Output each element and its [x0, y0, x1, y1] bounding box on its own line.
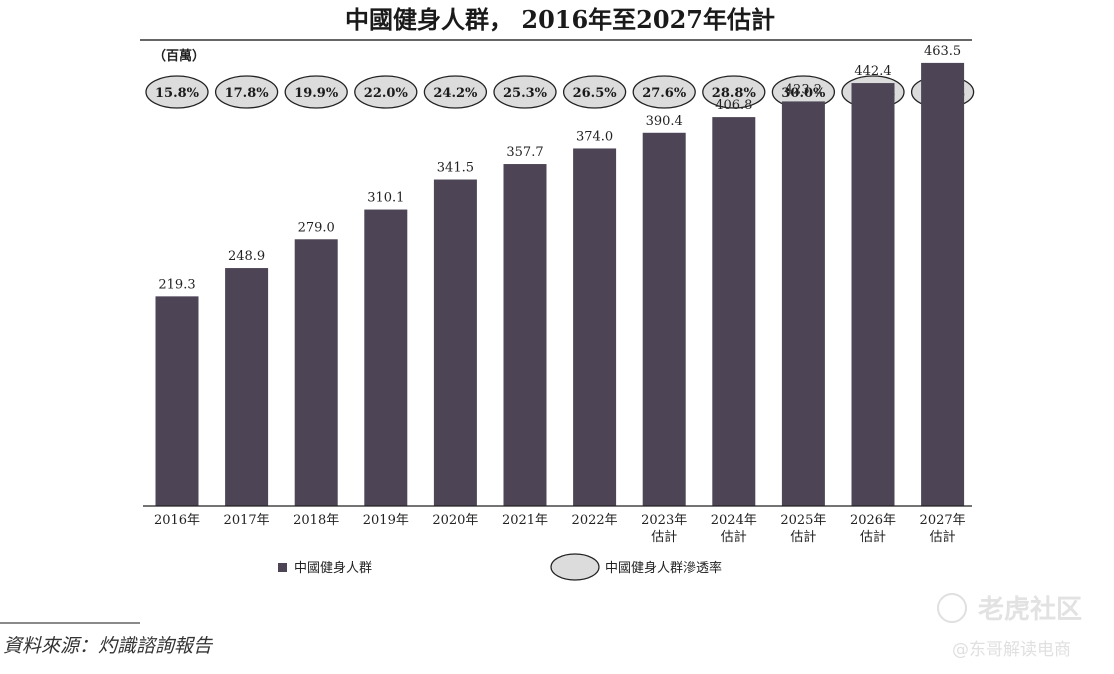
- x-tick-label: 2018年: [293, 513, 339, 528]
- legend-bar-swatch: [278, 563, 287, 572]
- penetration-rate-label: 22.0%: [364, 86, 409, 101]
- watermark-brand: 老虎社区: [978, 594, 1082, 625]
- penetration-rate-label: 15.8%: [155, 86, 200, 101]
- penetration-ellipse: [354, 75, 418, 109]
- bar: [433, 179, 477, 506]
- legend: 中國健身人群 中國健身人群滲透率: [278, 553, 722, 581]
- bar: [294, 239, 338, 506]
- x-tick-label: 估計: [860, 529, 886, 545]
- bar: [364, 209, 408, 506]
- x-tick-label: 估計: [651, 529, 677, 545]
- chart-title: 中國健身人群， 2016年至2027年估計: [345, 5, 775, 34]
- x-tick-label: 估計: [721, 529, 747, 545]
- x-tick-label: 2016年: [154, 513, 200, 528]
- x-tick-label: 2021年: [502, 513, 548, 528]
- x-tick-label: 2020年: [432, 513, 478, 528]
- bar: [642, 132, 686, 507]
- bar-value-label: 357.7: [506, 145, 543, 160]
- x-tick-label: 2017年: [224, 513, 270, 528]
- penetration-rate-label: 30.0%: [781, 86, 826, 101]
- bar-value-label: 423.2: [785, 82, 822, 97]
- legend-ellipse-swatch: [550, 553, 600, 581]
- unit-label: （百萬）: [153, 48, 205, 64]
- penetration-rate-label: 26.5%: [573, 86, 618, 101]
- penetration-ellipse: [145, 75, 209, 109]
- x-tick-label: 2019年: [363, 513, 409, 528]
- tiger-logo-icon: [937, 593, 967, 623]
- legend-ellipse-label: 中國健身人群滲透率: [605, 560, 722, 576]
- bar-value-label: 219.3: [158, 277, 195, 292]
- penetration-ellipse: [493, 75, 557, 109]
- bar-value-label: 310.1: [367, 191, 404, 206]
- bar-value-label: 442.4: [854, 64, 891, 79]
- source-note: 資料來源：灼識諮詢報告: [3, 635, 214, 657]
- bar-value-label: 279.0: [298, 220, 335, 235]
- legend-bar-label: 中國健身人群: [294, 560, 372, 576]
- x-tick-label: 估計: [790, 529, 816, 545]
- bar-value-label: 374.0: [576, 129, 613, 144]
- bar: [155, 296, 199, 506]
- bar-value-label: 390.4: [646, 114, 683, 129]
- bar: [712, 117, 756, 507]
- bar-value-labels: 219.3 248.9 279.0 310.1 341.5 357.7 374.0 390.4…: [158, 44, 961, 292]
- penetration-rate-row: 15.8% 17.8% 19.9% 22.0% 24.2% 25.3% 26.5% 27.6%…: [145, 75, 975, 109]
- penetration-ellipse: [562, 75, 627, 109]
- penetration-ellipse: [632, 75, 696, 109]
- bar-value-label: 406.8: [715, 98, 752, 113]
- penetration-ellipse: [284, 75, 348, 109]
- bar: [921, 62, 965, 506]
- x-tick-label: 2026年: [850, 513, 896, 528]
- bar-value-label: 463.5: [924, 44, 961, 59]
- bar: [503, 164, 547, 506]
- bar: [573, 148, 617, 506]
- penetration-rate-label: 28.8%: [712, 86, 757, 101]
- penetration-rate-label: 27.6%: [642, 86, 687, 101]
- penetration-rate-label: 19.9%: [294, 86, 339, 101]
- watermark: 老虎社区 @东哥解读电商: [937, 593, 1082, 660]
- x-tick-label: 估計: [930, 529, 956, 545]
- bar: [851, 83, 895, 506]
- penetration-ellipse: [214, 75, 279, 109]
- penetration-rate-label: 25.3%: [503, 86, 548, 101]
- bar-value-label: 248.9: [228, 249, 265, 264]
- x-tick-label: 2023年: [641, 513, 687, 528]
- penetration-ellipse: [702, 75, 766, 109]
- x-tick-label: 2025年: [780, 513, 826, 528]
- penetration-rate-label: 17.8%: [225, 86, 270, 101]
- bar: [781, 101, 825, 506]
- bar: [225, 268, 269, 506]
- watermark-handle: @东哥解读电商: [952, 640, 1071, 660]
- x-axis-tick-labels: 2016年 2017年 2018年 2019年 2020年 2021年 2022年 2023年…: [154, 513, 966, 545]
- x-tick-label: 2024年: [711, 513, 757, 528]
- penetration-ellipse: [423, 75, 488, 109]
- x-tick-label: 2022年: [572, 513, 618, 528]
- penetration-rate-label: 24.2%: [433, 86, 478, 101]
- bar-series: [155, 62, 965, 507]
- bar-value-label: 341.5: [437, 161, 474, 176]
- x-tick-label: 2027年: [920, 513, 966, 528]
